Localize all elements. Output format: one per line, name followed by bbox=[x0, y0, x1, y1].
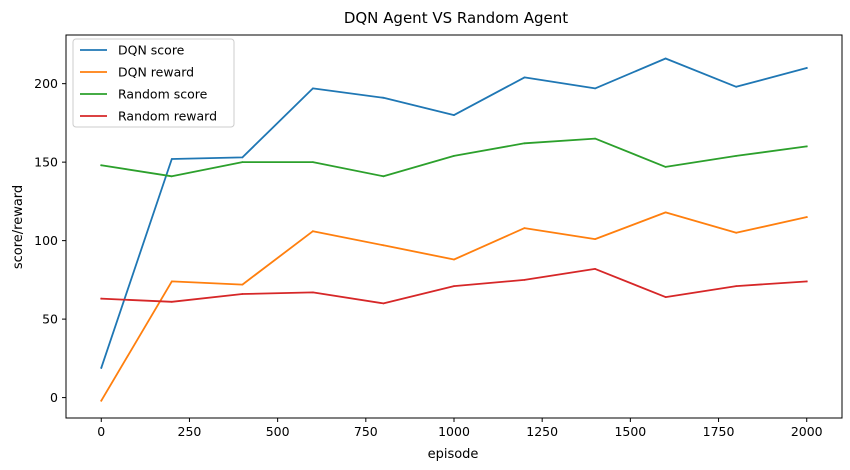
x-tick-label: 1000 bbox=[438, 424, 470, 439]
data-point-random-score bbox=[664, 166, 667, 168]
data-point-random-score bbox=[735, 155, 738, 157]
data-point-random-score bbox=[241, 161, 244, 164]
data-point-random-reward bbox=[523, 279, 526, 281]
data-point-dqn-score bbox=[735, 85, 738, 88]
y-axis-label: score/reward bbox=[11, 185, 26, 269]
y-tick-label: 200 bbox=[34, 76, 58, 91]
data-point-dqn-reward bbox=[170, 280, 173, 283]
data-point-random-reward bbox=[805, 280, 808, 283]
data-point-dqn-score bbox=[100, 366, 103, 369]
data-point-dqn-score bbox=[523, 76, 526, 79]
y-tick-label: 100 bbox=[34, 233, 58, 248]
data-point-random-score bbox=[170, 175, 173, 178]
x-tick-label: 2000 bbox=[791, 424, 823, 439]
y-tick-label: 50 bbox=[42, 312, 58, 327]
data-point-dqn-score bbox=[664, 57, 667, 60]
x-tick-label: 500 bbox=[266, 424, 290, 439]
data-point-dqn-reward bbox=[523, 227, 526, 230]
y-tick-label: 150 bbox=[34, 155, 58, 170]
chart-title: DQN Agent VS Random Agent bbox=[344, 9, 568, 27]
plot-frame bbox=[65, 34, 843, 419]
data-point-dqn-reward bbox=[241, 283, 244, 286]
legend-label-dqn-score: DQN score bbox=[118, 43, 185, 58]
data-point-random-reward bbox=[100, 297, 103, 300]
legend-label-random-reward: Random reward bbox=[118, 109, 217, 124]
series-layer bbox=[100, 57, 808, 402]
data-point-dqn-score bbox=[805, 67, 808, 69]
x-tick-label: 1750 bbox=[703, 424, 735, 439]
data-point-random-score bbox=[312, 161, 314, 164]
data-point-random-reward bbox=[241, 293, 244, 295]
data-point-dqn-score bbox=[312, 87, 314, 90]
data-point-random-reward bbox=[312, 291, 314, 294]
data-point-random-score bbox=[453, 155, 455, 157]
data-point-dqn-reward bbox=[100, 399, 103, 402]
data-point-random-reward bbox=[735, 285, 738, 287]
axes-layer: 0 250 500 750 1000 1250 1500 1750 2000 0 50 100 150 2… bbox=[34, 76, 823, 439]
data-point-random-score bbox=[594, 137, 596, 140]
x-axis-label: episode bbox=[428, 447, 479, 462]
data-point-dqn-score bbox=[453, 114, 455, 116]
data-point-dqn-score bbox=[241, 156, 244, 159]
legend: DQN score DQN reward Random score Random re… bbox=[72, 38, 235, 128]
data-point-random-score bbox=[100, 164, 103, 167]
x-tick-label: 750 bbox=[354, 424, 378, 439]
x-tick-label: 1250 bbox=[526, 424, 558, 439]
data-point-dqn-reward bbox=[735, 231, 738, 234]
data-point-dqn-reward bbox=[312, 230, 314, 233]
data-point-random-reward bbox=[594, 268, 596, 270]
data-point-dqn-score bbox=[382, 96, 385, 99]
legend-label-dqn-reward: DQN reward bbox=[118, 65, 194, 80]
legend-box bbox=[72, 38, 235, 128]
data-point-random-reward bbox=[453, 285, 455, 287]
data-point-dqn-score bbox=[170, 158, 173, 160]
data-point-dqn-reward bbox=[805, 216, 808, 219]
data-point-dqn-reward bbox=[664, 211, 667, 214]
data-point-dqn-reward bbox=[453, 258, 455, 261]
data-point-dqn-reward bbox=[382, 244, 385, 247]
x-tick-label: 0 bbox=[97, 424, 105, 439]
data-point-random-reward bbox=[664, 296, 667, 298]
y-tick-label: 0 bbox=[50, 390, 58, 405]
data-point-dqn-score bbox=[594, 87, 596, 90]
data-point-random-reward bbox=[382, 302, 385, 305]
x-tick-label: 1500 bbox=[614, 424, 646, 439]
legend-label-random-score: Random score bbox=[118, 87, 208, 102]
data-point-random-score bbox=[805, 145, 808, 148]
data-point-dqn-reward bbox=[594, 238, 596, 241]
data-point-random-score bbox=[523, 142, 526, 145]
x-tick-label: 250 bbox=[178, 424, 202, 439]
data-point-random-score bbox=[382, 175, 385, 178]
data-point-random-reward bbox=[170, 300, 173, 303]
